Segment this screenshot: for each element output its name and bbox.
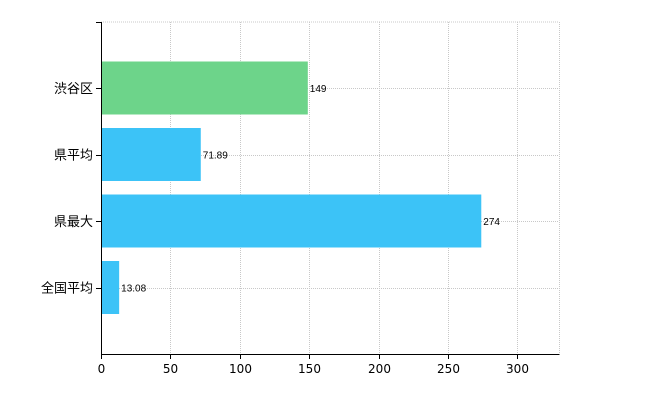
axes bbox=[96, 22, 560, 359]
data-label: 274 bbox=[483, 217, 500, 228]
bar bbox=[102, 128, 201, 181]
x-tick-label: 0 bbox=[98, 362, 106, 376]
bars bbox=[102, 61, 482, 314]
category-label: 県最大 bbox=[54, 215, 93, 230]
data-label: 149 bbox=[310, 84, 327, 95]
category-label: 県平均 bbox=[54, 149, 93, 164]
bar bbox=[102, 61, 308, 115]
x-tick-label: 150 bbox=[298, 362, 321, 376]
x-tick-label: 300 bbox=[506, 362, 529, 376]
x-tick-label: 100 bbox=[229, 362, 252, 376]
data-label: 13.08 bbox=[121, 284, 146, 295]
labels: 0 50 100 150 200 250 300 149 71.89 274 13.08 渋谷区県平均… bbox=[41, 82, 529, 376]
category-label: 渋谷区 bbox=[54, 82, 93, 97]
x-tick-label: 50 bbox=[163, 362, 178, 376]
data-label: 71.89 bbox=[203, 151, 228, 162]
bar bbox=[102, 261, 120, 314]
category-label: 全国平均 bbox=[41, 281, 93, 297]
x-tick-label: 250 bbox=[437, 362, 460, 376]
x-tick-label: 200 bbox=[368, 362, 391, 376]
bar bbox=[102, 194, 482, 248]
